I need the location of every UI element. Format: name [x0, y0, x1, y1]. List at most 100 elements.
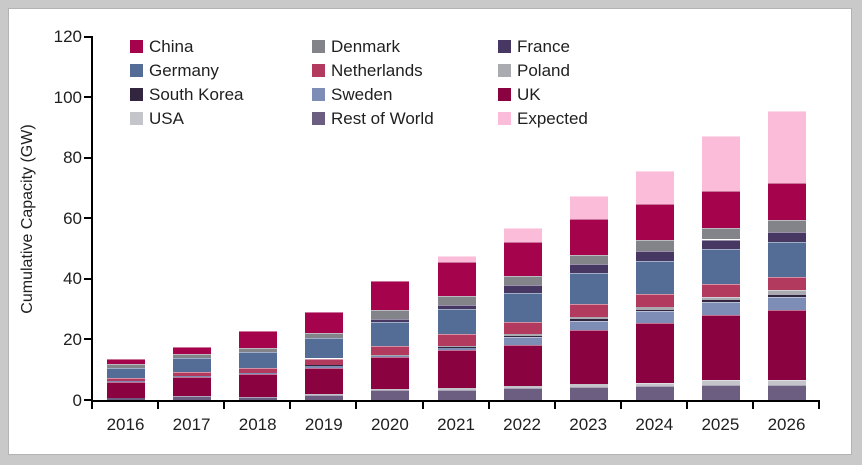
bar-segment-germany-2021 — [437, 309, 476, 335]
bar-segment-germany-2017 — [173, 357, 212, 373]
bar-segment-netherlands-2025 — [701, 283, 740, 298]
legend-label: China — [149, 37, 194, 56]
bar-segment-expected-2022 — [503, 228, 542, 242]
bar-segment-netherlands-2018 — [239, 368, 278, 373]
x-axis-line — [91, 400, 821, 402]
bar-segment-uk-2022 — [503, 344, 542, 386]
x-axis-category-label: 2020 — [370, 415, 409, 434]
legend-label: Denmark — [331, 37, 400, 56]
bar-segment-south-korea-2021 — [437, 346, 476, 348]
bar-segment-sweden-2017 — [173, 376, 212, 377]
bar-segment-uk-2017 — [173, 376, 212, 397]
legend-label: Sweden — [331, 85, 393, 104]
bar-segment-poland-2026 — [768, 290, 807, 295]
bar-segment-rest-of-world-2022 — [503, 387, 542, 400]
bar-segment-china-2022 — [503, 241, 542, 277]
x-axis-category-label: 2026 — [767, 415, 806, 434]
legend-label: France — [517, 37, 570, 56]
y-axis-tick-label: 20 — [63, 329, 82, 349]
legend-swatch-icon — [130, 64, 143, 77]
bar-segment-uk-2019 — [305, 367, 344, 394]
legend-item-south-korea: South Korea — [130, 86, 300, 103]
bar-segment-sweden-2021 — [437, 347, 476, 351]
x-axis-category-label: 2017 — [172, 415, 211, 434]
legend-label: Netherlands — [331, 61, 423, 80]
bar-segment-uk-2025 — [701, 315, 740, 381]
x-axis-category-label: 2021 — [437, 415, 475, 434]
bar-segment-poland-2024 — [635, 307, 674, 310]
bar-segment-denmark-2025 — [701, 227, 740, 240]
bar-segment-sweden-2026 — [768, 297, 807, 311]
bar-segment-netherlands-2021 — [437, 334, 476, 346]
x-axis-category-label: 2024 — [635, 415, 674, 434]
bar-segment-france-2022 — [503, 285, 542, 293]
legend-item-denmark: Denmark — [312, 37, 482, 56]
bar-segment-sweden-2022 — [503, 337, 542, 345]
legend-item-rest-of-world: Rest of World — [312, 110, 482, 127]
bar-segment-netherlands-2017 — [173, 372, 212, 377]
bar-segment-sweden-2016 — [107, 381, 146, 382]
bar-segment-france-2021 — [437, 304, 476, 310]
y-axis-tick-label: 40 — [63, 269, 82, 289]
legend-swatch-icon — [498, 64, 511, 77]
bar-segment-rest-of-world-2025 — [701, 384, 740, 400]
y-axis-tick-label: 100 — [53, 87, 82, 107]
legend-item-china: China — [130, 37, 300, 56]
y-axis-tick-label: 80 — [63, 148, 82, 168]
x-axis-tick — [421, 400, 424, 409]
legend-swatch-icon — [312, 64, 325, 77]
y-axis-tick-label: 60 — [63, 208, 82, 228]
y-axis-tick — [84, 35, 91, 38]
x-axis-category-label: 2016 — [106, 415, 145, 434]
bar-segment-denmark-2024 — [635, 240, 674, 252]
bar-segment-poland-2021 — [437, 345, 476, 347]
bar-segment-south-korea-2022 — [503, 335, 542, 337]
x-axis-tick — [289, 400, 292, 409]
x-axis-category-label: 2025 — [701, 415, 740, 434]
x-axis-tick — [223, 400, 226, 409]
x-axis-category-label: 2022 — [503, 415, 541, 434]
bar-segment-china-2024 — [635, 204, 674, 241]
bar-segment-uk-2024 — [635, 322, 674, 383]
x-axis-tick — [157, 400, 160, 409]
y-axis-tick — [84, 156, 91, 159]
x-axis-tick — [487, 400, 490, 409]
legend-swatch-icon — [312, 112, 325, 125]
bar-segment-rest-of-world-2026 — [768, 384, 807, 400]
bar-segment-uk-2021 — [437, 350, 476, 389]
bar-segment-expected-2025 — [701, 136, 740, 192]
x-axis-category-label: 2019 — [304, 415, 343, 434]
bar-segment-south-korea-2023 — [569, 319, 608, 321]
bar-segment-uk-2016 — [107, 381, 146, 398]
bar-segment-usa-2023 — [569, 384, 608, 387]
bar-segment-germany-2016 — [107, 367, 146, 379]
bar-segment-germany-2018 — [239, 352, 278, 369]
legend-swatch-icon — [498, 112, 511, 125]
bar-segment-germany-2020 — [371, 322, 410, 347]
x-axis-tick — [685, 400, 688, 409]
bar-segment-usa-2026 — [768, 379, 807, 385]
bar-segment-poland-2022 — [503, 333, 542, 336]
bar-segment-uk-2026 — [768, 310, 807, 380]
x-axis-category-label: 2023 — [569, 415, 608, 434]
legend-swatch-icon — [498, 88, 511, 101]
bar-segment-france-2023 — [569, 264, 608, 274]
bar-segment-usa-2021 — [437, 388, 476, 390]
x-axis-tick — [818, 400, 821, 409]
legend-label: Poland — [517, 61, 570, 80]
bar-segment-germany-2025 — [701, 249, 740, 284]
bar-segment-china-2025 — [701, 191, 740, 228]
y-axis-tick-label: 0 — [72, 390, 82, 410]
legend-item-uk: UK — [498, 86, 668, 103]
bar-segment-uk-2023 — [569, 329, 608, 385]
bar-segment-netherlands-2024 — [635, 294, 674, 308]
bar-segment-denmark-2023 — [569, 254, 608, 265]
x-axis-tick — [355, 400, 358, 409]
legend-swatch-icon — [130, 112, 143, 125]
bar-segment-rest-of-world-2024 — [635, 386, 674, 400]
bar-segment-denmark-2019 — [305, 332, 344, 338]
legend-item-germany: Germany — [130, 62, 300, 79]
bar-segment-germany-2019 — [305, 337, 344, 359]
bar-segment-south-korea-2025 — [701, 300, 740, 302]
